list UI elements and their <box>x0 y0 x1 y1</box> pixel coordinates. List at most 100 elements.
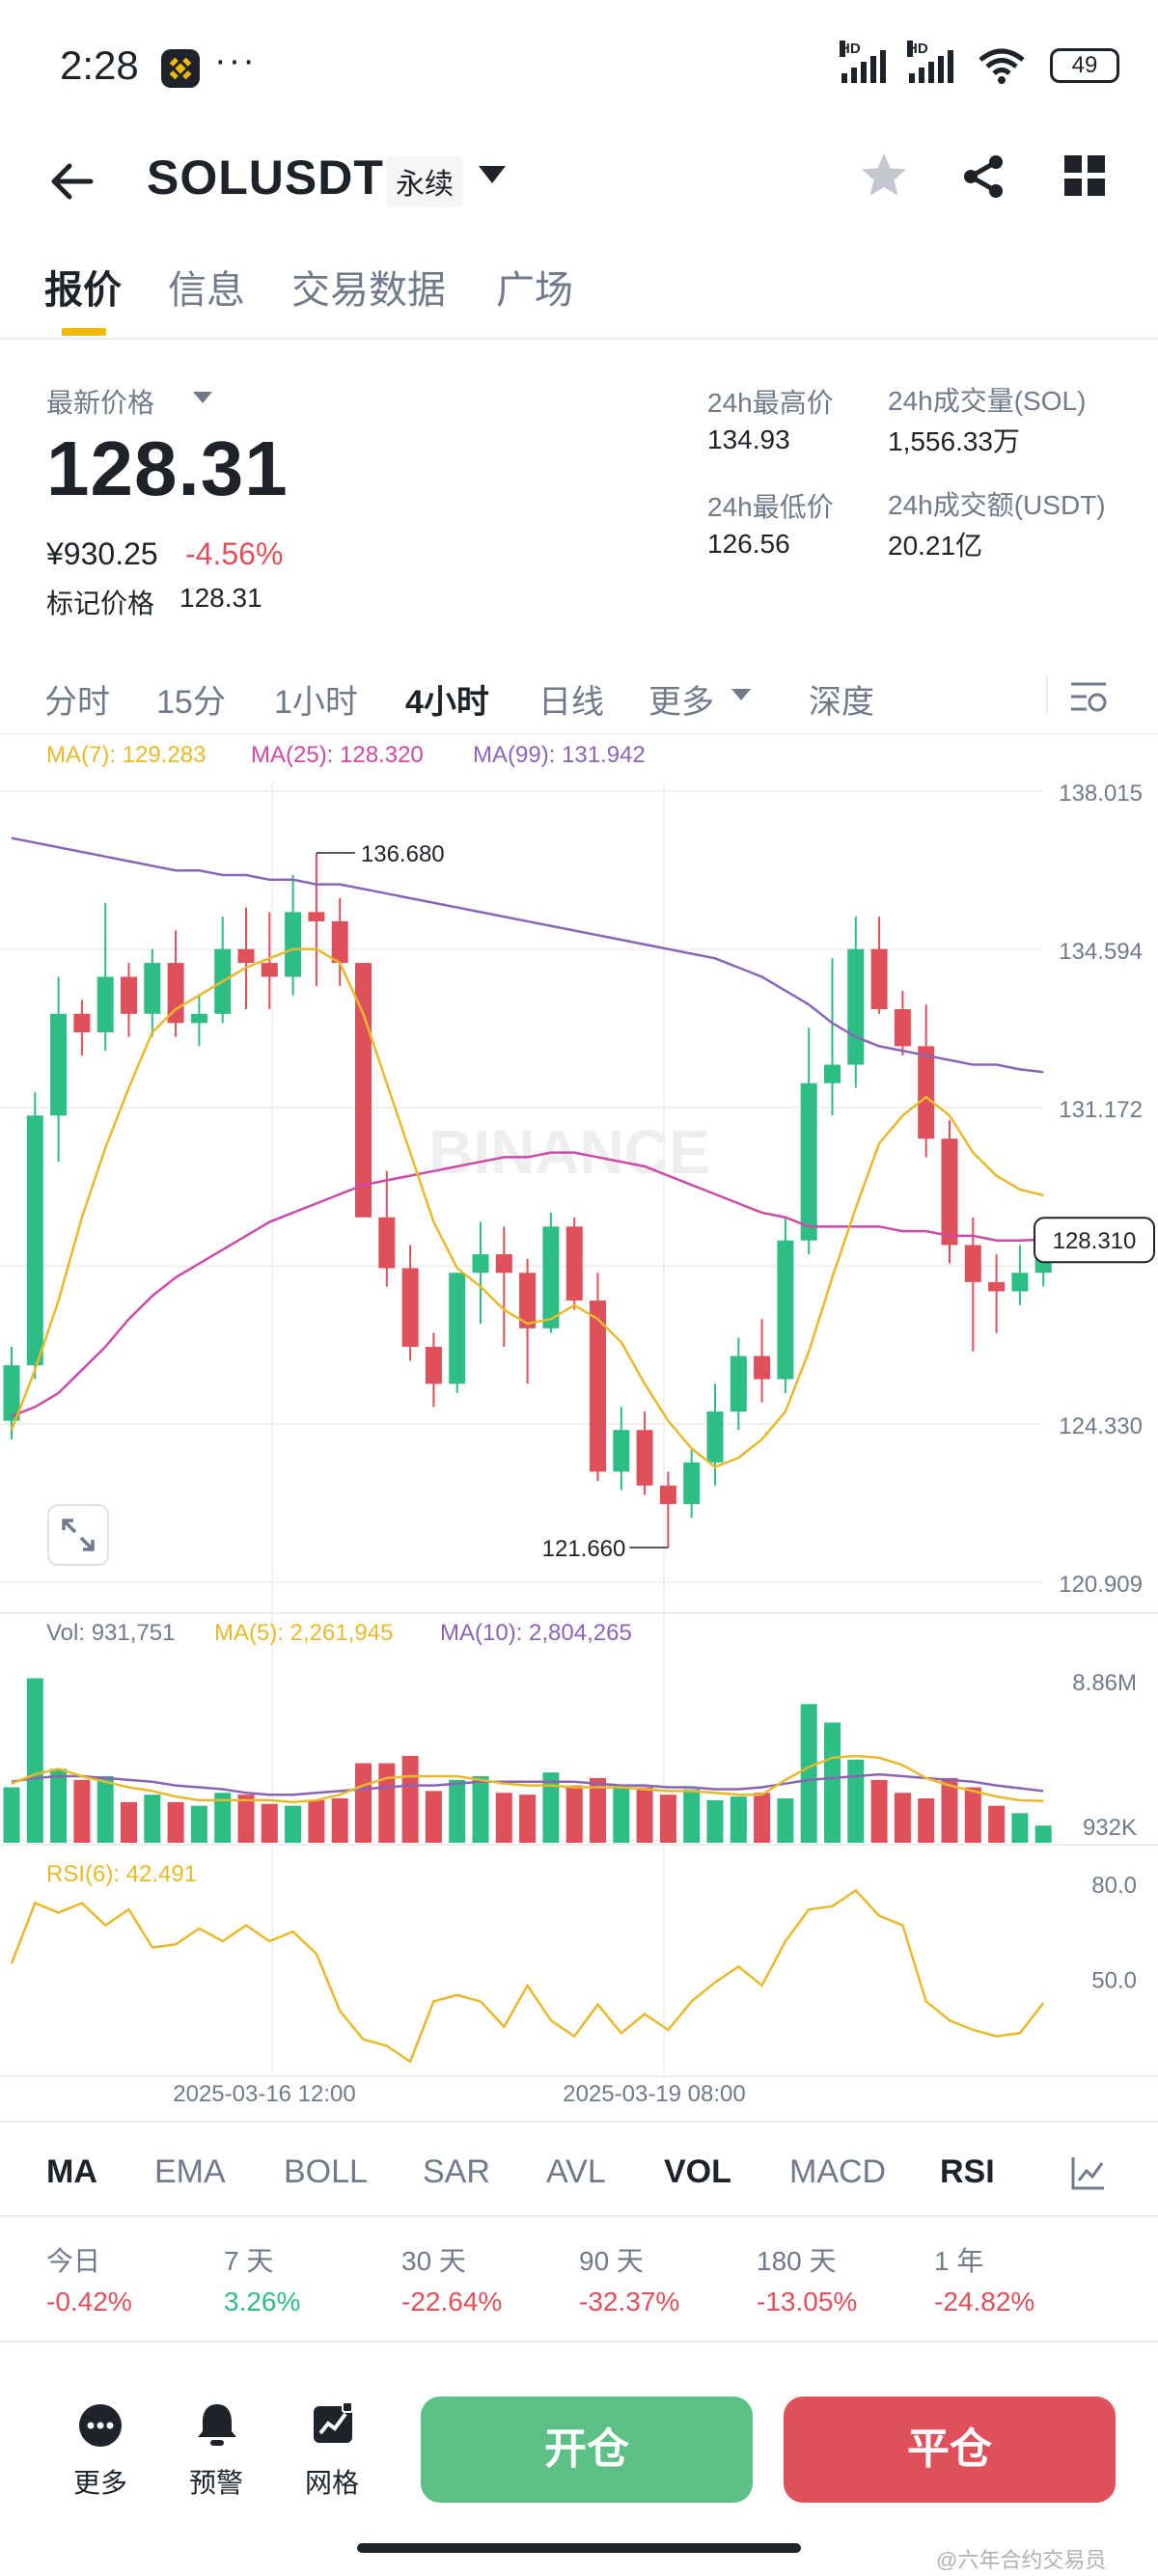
perf-value-today: -0.42% <box>46 2287 132 2316</box>
rsi-line <box>10 1888 1045 2064</box>
ma25-line <box>11 1151 1044 1418</box>
price-chart[interactable]: 138.015134.594131.172124.330120.909BINAN… <box>0 733 1158 2103</box>
volume-bar <box>565 1785 583 1843</box>
y-tick-label: 134.594 <box>1059 939 1143 965</box>
volume-ma5-line <box>11 1754 1044 1804</box>
interval-time[interactable]: 分时 <box>44 684 110 721</box>
fullscreen-icon-frame[interactable] <box>47 1504 109 1566</box>
candle-body <box>331 920 348 964</box>
volume-bar <box>401 1755 419 1843</box>
volume-bar <box>144 1795 161 1843</box>
candle-body <box>988 1281 1006 1292</box>
volume-bar <box>636 1787 653 1843</box>
x-tick-label: 2025-03-16 12:00 <box>173 2081 356 2103</box>
candle-body <box>1011 1273 1029 1292</box>
indicator-rsi[interactable]: RSI <box>940 2153 995 2190</box>
indicator-vol[interactable]: VOL <box>664 2153 731 2190</box>
alert-bell-icon[interactable] <box>195 2400 239 2449</box>
volume-bar <box>1034 1825 1052 1843</box>
interval-1h[interactable]: 1小时 <box>274 684 358 721</box>
current-price-tag <box>1034 1217 1155 1264</box>
volume-bar <box>472 1776 489 1843</box>
indicator-macd[interactable]: MACD <box>789 2153 887 2190</box>
interval-more-dropdown-icon[interactable] <box>731 689 751 700</box>
price-type-dropdown-icon[interactable] <box>193 392 212 403</box>
candle-body <box>565 1226 583 1302</box>
candle-body <box>3 1365 20 1421</box>
hd-label: HD <box>907 41 928 57</box>
volume-bar <box>355 1763 372 1843</box>
symbol-title[interactable]: SOLUSDT <box>147 151 384 205</box>
interval-more[interactable]: 更多 <box>648 684 714 721</box>
share-icon[interactable] <box>959 152 1007 201</box>
interval-1d[interactable]: 日线 <box>538 684 604 721</box>
battery-indicator: 49 <box>1050 48 1119 83</box>
more-icon[interactable] <box>77 2402 124 2449</box>
volume-bar <box>425 1791 442 1843</box>
grid-trading-icon[interactable] <box>311 2400 355 2447</box>
current-price-tag-label: 128.310 <box>1053 1228 1137 1254</box>
volume-bar <box>214 1793 232 1843</box>
divider <box>0 2121 1158 2123</box>
candle-body <box>237 948 255 964</box>
tab-square[interactable]: 广场 <box>496 269 573 312</box>
candle-body <box>636 1430 653 1486</box>
status-time: 2:28 <box>60 42 139 88</box>
volume-legend: Vol: 931,751 <box>46 1620 175 1646</box>
volume-bar <box>542 1772 560 1843</box>
candle-body <box>50 1013 68 1116</box>
chart-settings-icon[interactable] <box>1069 679 1108 714</box>
volume-sol: 1,556.33万 <box>888 426 1020 456</box>
ma7-line <box>10 947 1044 1469</box>
tab-trade-data[interactable]: 交易数据 <box>291 269 446 312</box>
indicator-ema[interactable]: EMA <box>154 2153 226 2190</box>
indicator-settings-icon[interactable] <box>1069 2153 1108 2192</box>
interval-depth[interactable]: 深度 <box>809 684 874 721</box>
hd-label: HD <box>840 41 861 57</box>
rsi-y-tick: 50.0 <box>1091 1967 1137 1993</box>
perf-label-90d: 90 天 <box>579 2246 644 2276</box>
perf-label-180d: 180 天 <box>757 2246 837 2276</box>
candle-body <box>121 976 137 1014</box>
symbol-dropdown-icon[interactable] <box>479 166 506 183</box>
volume-bar <box>449 1779 466 1843</box>
back-arrow-icon[interactable] <box>46 154 100 208</box>
last-price-label[interactable]: 最新价格 <box>46 388 155 418</box>
status-indicators: HD HD 49 <box>840 41 1119 85</box>
favorite-star-icon[interactable] <box>859 151 909 201</box>
volume-bar <box>378 1763 396 1843</box>
volume-ma5-legend: MA(5): 2,261,945 <box>214 1620 393 1646</box>
open-position-button[interactable]: 开仓 <box>421 2397 753 2503</box>
rsi-y-tick: 80.0 <box>1091 1873 1137 1899</box>
tab-quote[interactable]: 报价 <box>44 269 122 312</box>
last-price: 128.31 <box>46 425 289 511</box>
candle-body <box>144 963 161 1014</box>
volume-bar <box>96 1776 114 1843</box>
interval-15m[interactable]: 15分 <box>156 684 226 721</box>
indicator-ma[interactable]: MA <box>46 2153 97 2190</box>
volume-bar <box>73 1779 91 1843</box>
low-24h: 126.56 <box>707 529 790 559</box>
candle-body <box>754 1356 771 1380</box>
fullscreen-icon[interactable] <box>47 1504 109 1566</box>
fullscreen-icon-arrows[interactable] <box>62 1519 95 1551</box>
perf-value-90d: -32.37% <box>579 2287 680 2316</box>
interval-4h[interactable]: 4小时 <box>405 684 489 721</box>
close-position-button[interactable]: 平仓 <box>784 2397 1116 2503</box>
indicator-boll[interactable]: BOLL <box>284 2153 368 2190</box>
volume-y-tick: 8.86M <box>1072 1670 1137 1696</box>
indicator-sar[interactable]: SAR <box>423 2153 490 2190</box>
divider <box>1046 675 1048 714</box>
alert-label[interactable]: 预警 <box>189 2468 244 2498</box>
y-tick-label: 124.330 <box>1059 1413 1143 1439</box>
home-indicator[interactable] <box>357 2543 801 2553</box>
price-change-pct: -4.56% <box>185 536 284 571</box>
grid-label[interactable]: 网格 <box>305 2468 360 2498</box>
indicator-avl[interactable]: AVL <box>546 2153 606 2190</box>
high-marker-label: 136.680 <box>361 841 445 867</box>
more-label[interactable]: 更多 <box>73 2468 128 2498</box>
tab-info[interactable]: 信息 <box>168 269 245 312</box>
grid-menu-icon[interactable] <box>1063 154 1106 197</box>
mark-price: 128.31 <box>179 583 262 613</box>
perf-label-7d: 7 天 <box>224 2246 274 2276</box>
